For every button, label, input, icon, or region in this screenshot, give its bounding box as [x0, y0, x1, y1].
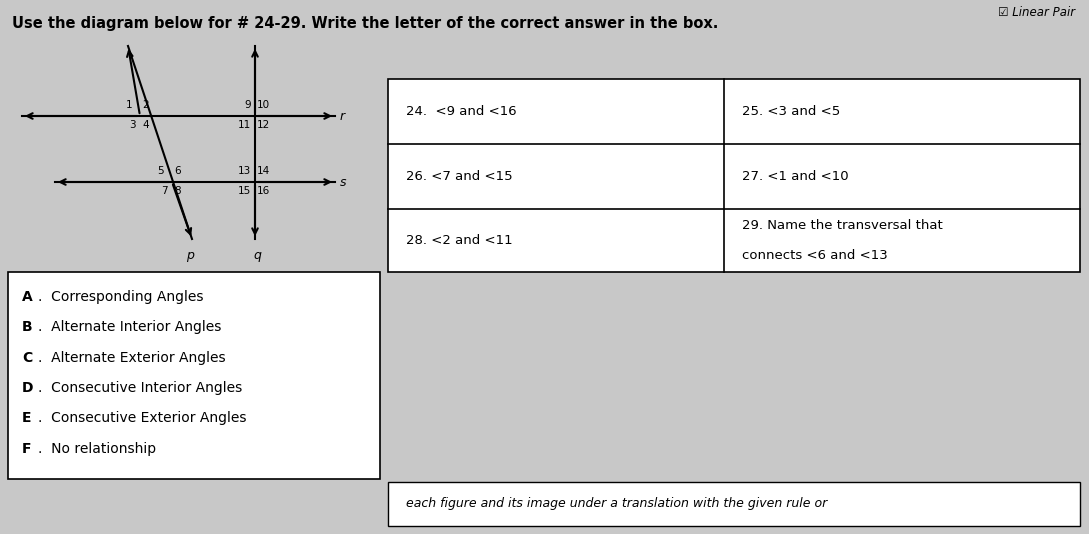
- Text: 15: 15: [237, 186, 250, 196]
- Text: 26. <7 and <15: 26. <7 and <15: [406, 170, 513, 183]
- Text: 10: 10: [257, 100, 270, 111]
- Text: .  Corresponding Angles: . Corresponding Angles: [38, 290, 204, 304]
- Text: 14: 14: [257, 167, 270, 176]
- Text: Use the diagram below for # 24-29. Write the letter of the correct answer in the: Use the diagram below for # 24-29. Write…: [12, 16, 719, 31]
- Text: .  Consecutive Interior Angles: . Consecutive Interior Angles: [38, 381, 242, 395]
- Text: ☑ Linear Pair: ☑ Linear Pair: [998, 6, 1075, 19]
- Text: 1: 1: [125, 100, 132, 111]
- Text: 7: 7: [161, 186, 168, 196]
- Text: 24.  <9 and <16: 24. <9 and <16: [406, 105, 516, 118]
- Text: .  No relationship: . No relationship: [38, 442, 156, 456]
- Text: each figure and its image under a translation with the given rule or: each figure and its image under a transl…: [406, 498, 828, 511]
- Text: B: B: [22, 320, 33, 334]
- Text: 28. <2 and <11: 28. <2 and <11: [406, 234, 513, 247]
- Text: 2: 2: [143, 100, 149, 111]
- Text: .  Alternate Exterior Angles: . Alternate Exterior Angles: [38, 351, 225, 365]
- Text: 6: 6: [174, 167, 181, 176]
- FancyBboxPatch shape: [8, 272, 380, 479]
- Text: .  Consecutive Exterior Angles: . Consecutive Exterior Angles: [38, 411, 246, 426]
- Text: 27. <1 and <10: 27. <1 and <10: [742, 170, 848, 183]
- Text: r: r: [340, 109, 345, 122]
- Text: E: E: [22, 411, 32, 426]
- FancyBboxPatch shape: [388, 79, 1080, 272]
- Text: 5: 5: [158, 167, 164, 176]
- Text: A: A: [22, 290, 33, 304]
- Text: q: q: [253, 249, 261, 262]
- FancyBboxPatch shape: [388, 482, 1080, 526]
- Text: 16: 16: [257, 186, 270, 196]
- Text: s: s: [340, 176, 346, 189]
- Text: 25. <3 and <5: 25. <3 and <5: [742, 105, 840, 118]
- Text: 4: 4: [143, 120, 149, 130]
- Text: 11: 11: [237, 120, 250, 130]
- Text: 12: 12: [257, 120, 270, 130]
- Text: connects <6 and <13: connects <6 and <13: [742, 249, 888, 262]
- Text: C: C: [22, 351, 33, 365]
- Text: p: p: [186, 249, 194, 262]
- Text: 9: 9: [244, 100, 250, 111]
- Text: 29. Name the transversal that: 29. Name the transversal that: [742, 219, 942, 232]
- Text: D: D: [22, 381, 34, 395]
- Text: F: F: [22, 442, 32, 456]
- Text: 13: 13: [237, 167, 250, 176]
- Text: 8: 8: [174, 186, 181, 196]
- Text: 3: 3: [130, 120, 136, 130]
- Text: .  Alternate Interior Angles: . Alternate Interior Angles: [38, 320, 221, 334]
